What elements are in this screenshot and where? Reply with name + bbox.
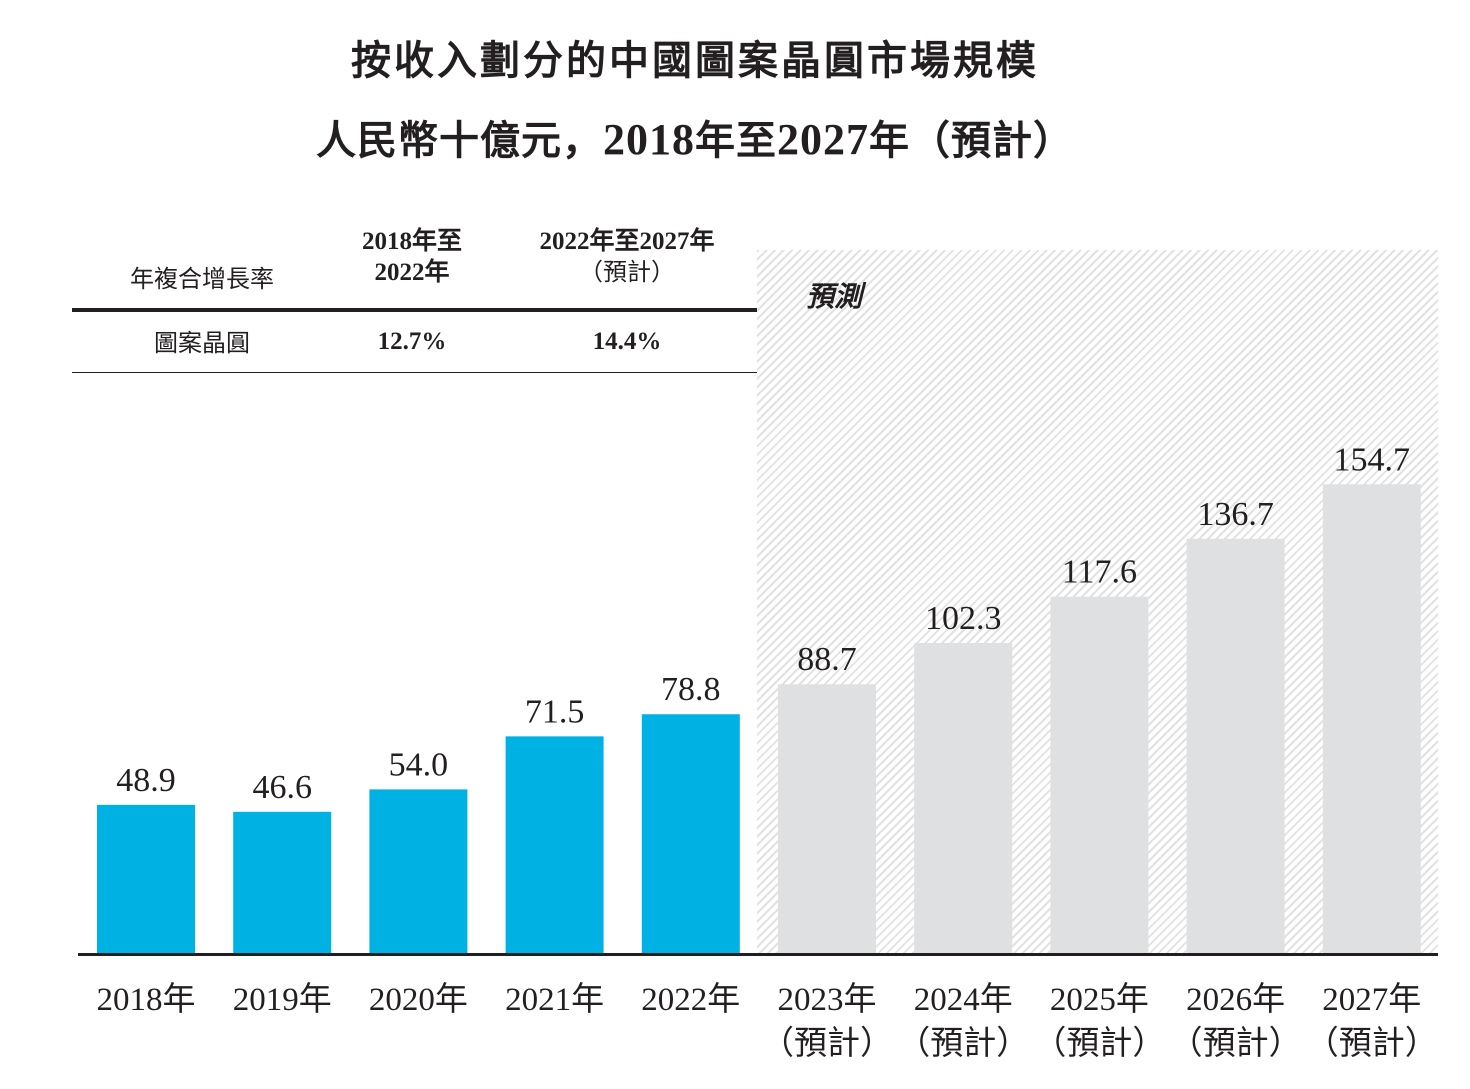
- bar-2018: [97, 805, 195, 953]
- bar-2021: [506, 736, 604, 953]
- data-label: 78.8: [661, 671, 721, 708]
- x-tick-forecast-note: （預計）: [1304, 1022, 1440, 1066]
- x-tick-label: 2021年: [487, 978, 623, 1022]
- x-tick-label: 2024年（預計）: [895, 978, 1031, 1066]
- x-tick-year: 2027年: [1304, 978, 1440, 1022]
- x-tick-year: 2018年: [78, 978, 214, 1022]
- bar-2024: [914, 643, 1012, 953]
- x-tick-year: 2020年: [350, 978, 486, 1022]
- x-tick-forecast-note: （預計）: [1168, 1022, 1304, 1066]
- x-tick-forecast-note: （預計）: [895, 1022, 1031, 1066]
- x-tick-label: 2020年: [350, 978, 486, 1022]
- x-tick-label: 2023年（預計）: [759, 978, 895, 1066]
- bar-2026: [1187, 539, 1285, 953]
- bar-2019: [233, 812, 331, 953]
- x-tick-year: 2022年: [623, 978, 759, 1022]
- bar-2023: [778, 684, 876, 953]
- data-label: 71.5: [525, 693, 585, 730]
- data-label: 88.7: [797, 641, 857, 678]
- data-label: 48.9: [116, 762, 176, 799]
- x-tick-label: 2027年（預計）: [1304, 978, 1440, 1066]
- x-tick-year: 2019年: [214, 978, 350, 1022]
- bar-chart: 48.9 46.6 54.0 71.5 78.8 88.7 102.3 117.6 136.7 1…: [0, 0, 1470, 1089]
- bar-2020: [369, 789, 467, 953]
- data-label: 154.7: [1334, 441, 1411, 478]
- x-tick-forecast-note: （預計）: [1031, 1022, 1167, 1066]
- x-tick-year: 2023年: [759, 978, 895, 1022]
- x-tick-label: 2018年: [78, 978, 214, 1022]
- data-label: 102.3: [925, 600, 1002, 637]
- data-label: 136.7: [1197, 496, 1274, 533]
- data-label: 54.0: [389, 746, 449, 783]
- x-tick-year: 2021年: [487, 978, 623, 1022]
- x-tick-label: 2025年（預計）: [1031, 978, 1167, 1066]
- x-tick-label: 2026年（預計）: [1168, 978, 1304, 1066]
- bar-2025: [1050, 597, 1148, 953]
- x-tick-year: 2025年: [1031, 978, 1167, 1022]
- bar-2022: [642, 714, 740, 953]
- x-tick-year: 2024年: [895, 978, 1031, 1022]
- x-tick-year: 2026年: [1168, 978, 1304, 1022]
- bar-2027: [1323, 484, 1421, 953]
- x-tick-label: 2022年: [623, 978, 759, 1022]
- data-label: 46.6: [252, 769, 312, 806]
- x-tick-forecast-note: （預計）: [759, 1022, 895, 1066]
- x-tick-label: 2019年: [214, 978, 350, 1022]
- data-label: 117.6: [1062, 554, 1137, 591]
